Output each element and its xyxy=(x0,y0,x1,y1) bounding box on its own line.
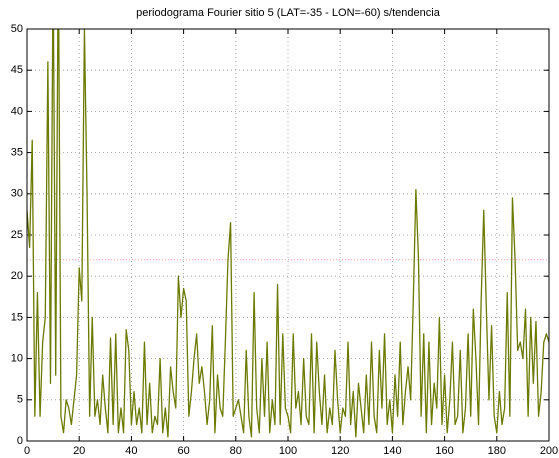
x-tick-label: 40 xyxy=(125,445,137,457)
y-tick-label: 35 xyxy=(11,147,23,159)
x-tick-label: 80 xyxy=(230,445,242,457)
y-tick-label: 40 xyxy=(11,105,23,117)
data-line xyxy=(27,29,549,438)
chart-title: periodograma Fourier sitio 5 (LAT=-35 - … xyxy=(136,7,441,19)
x-tick-label: 160 xyxy=(435,445,453,457)
y-tick-label: 15 xyxy=(11,311,23,323)
y-tick-label: 45 xyxy=(11,64,23,76)
x-tick-label: 60 xyxy=(177,445,189,457)
plot-area xyxy=(27,29,549,438)
plot-frame xyxy=(26,28,550,442)
y-tick-label: 5 xyxy=(17,394,23,406)
x-tick-label: 180 xyxy=(488,445,506,457)
x-tick-label: 200 xyxy=(540,445,558,457)
x-tick-label: 100 xyxy=(279,445,297,457)
y-tick-label: 10 xyxy=(11,353,23,365)
x-tick-label: 120 xyxy=(331,445,349,457)
y-tick-label: 30 xyxy=(11,188,23,200)
y-tick-label: 25 xyxy=(11,229,23,241)
y-tick-label: 20 xyxy=(11,270,23,282)
y-tick-label: 0 xyxy=(17,435,23,447)
x-tick-label: 20 xyxy=(73,445,85,457)
y-tick-label: 50 xyxy=(11,23,23,35)
x-tick-label: 140 xyxy=(383,445,401,457)
x-tick-label: 0 xyxy=(24,445,30,457)
